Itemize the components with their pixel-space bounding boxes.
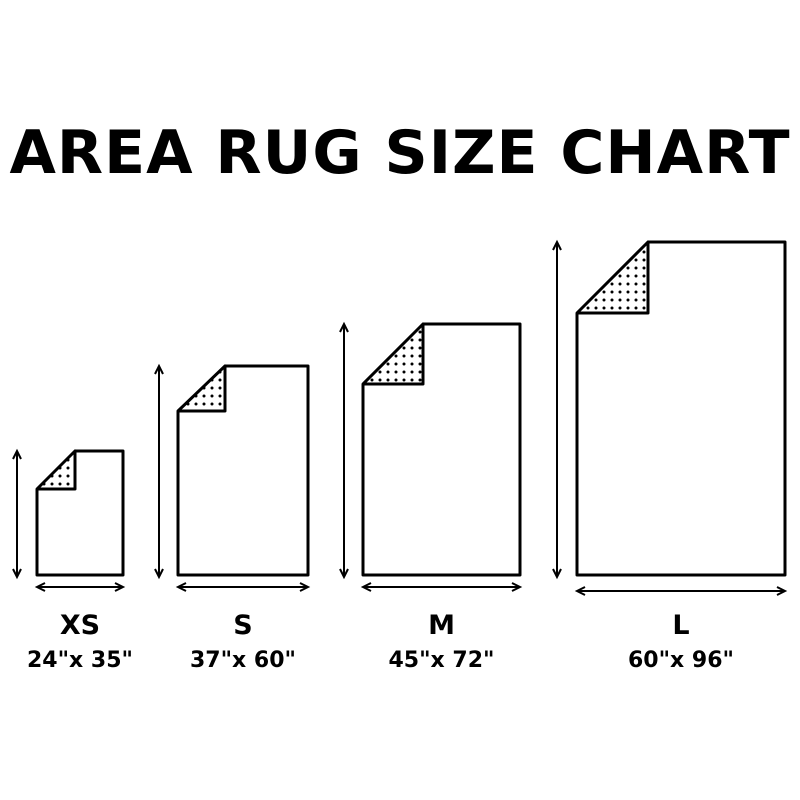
rug-folded-corner bbox=[575, 240, 650, 315]
dimensions-label: 60"x 96" bbox=[627, 648, 734, 673]
size-label: L bbox=[672, 610, 690, 641]
length-arrow bbox=[552, 239, 562, 580]
size-label: XS bbox=[59, 610, 101, 641]
length-arrow bbox=[12, 448, 22, 580]
dimensions-label: 45"x 72" bbox=[388, 648, 495, 673]
rug-folded-corner bbox=[176, 364, 227, 413]
width-arrow bbox=[175, 582, 311, 592]
rug-folded-corner bbox=[35, 449, 77, 491]
width-arrow bbox=[34, 582, 126, 592]
width-arrow bbox=[360, 582, 523, 592]
dimensions-label: 24"x 35" bbox=[26, 648, 133, 673]
rug-outline bbox=[176, 364, 310, 577]
width-arrow bbox=[574, 586, 788, 596]
rug-outline bbox=[575, 240, 787, 577]
size-label: S bbox=[233, 610, 253, 641]
rug-outline bbox=[35, 449, 125, 577]
rug-folded-corner bbox=[361, 322, 425, 386]
length-arrow bbox=[154, 363, 164, 580]
rug-outline bbox=[361, 322, 522, 577]
chart-title: AREA RUG SIZE CHART bbox=[9, 118, 791, 188]
size-label: M bbox=[428, 610, 455, 641]
dimensions-label: 37"x 60" bbox=[189, 648, 296, 673]
length-arrow bbox=[339, 321, 349, 580]
